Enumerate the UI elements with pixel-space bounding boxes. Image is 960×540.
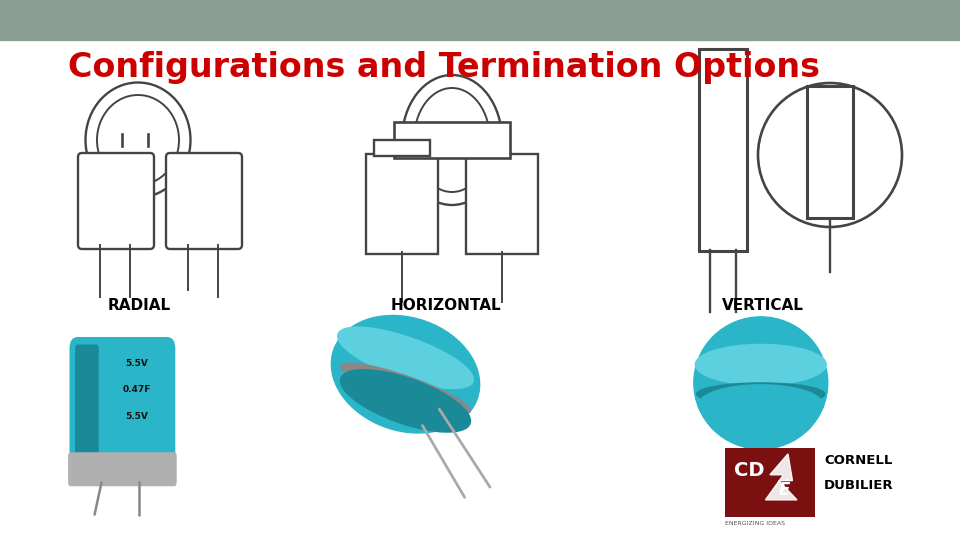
Text: Configurations and Termination Options: Configurations and Termination Options (68, 51, 820, 84)
Text: RADIAL: RADIAL (108, 298, 171, 313)
Ellipse shape (341, 363, 470, 414)
Text: 5.5V: 5.5V (125, 359, 148, 368)
Ellipse shape (697, 383, 825, 405)
FancyBboxPatch shape (366, 154, 438, 254)
Ellipse shape (331, 315, 480, 433)
Polygon shape (765, 454, 797, 500)
Ellipse shape (698, 385, 824, 425)
Text: 0.47F: 0.47F (122, 386, 151, 394)
FancyBboxPatch shape (725, 448, 815, 517)
FancyBboxPatch shape (466, 154, 538, 254)
Bar (0, 0, 960, 40)
Text: CD: CD (733, 461, 764, 480)
Text: VERTICAL: VERTICAL (722, 298, 804, 313)
Text: ENERGIZING IDEAS: ENERGIZING IDEAS (725, 521, 784, 526)
FancyBboxPatch shape (75, 345, 99, 469)
FancyBboxPatch shape (699, 49, 747, 251)
Ellipse shape (695, 345, 827, 385)
Text: HORIZONTAL: HORIZONTAL (391, 298, 502, 313)
Ellipse shape (338, 327, 473, 388)
FancyBboxPatch shape (374, 140, 430, 156)
FancyBboxPatch shape (166, 153, 242, 249)
Text: CORNELL: CORNELL (824, 454, 893, 467)
Ellipse shape (694, 317, 828, 449)
FancyBboxPatch shape (68, 453, 177, 486)
FancyBboxPatch shape (69, 337, 176, 477)
FancyBboxPatch shape (394, 122, 510, 158)
FancyBboxPatch shape (807, 86, 853, 218)
FancyBboxPatch shape (78, 153, 154, 249)
Ellipse shape (341, 370, 470, 432)
Text: É: É (779, 481, 790, 498)
Text: 5.5V: 5.5V (125, 412, 148, 421)
Text: DUBILIER: DUBILIER (824, 479, 894, 492)
